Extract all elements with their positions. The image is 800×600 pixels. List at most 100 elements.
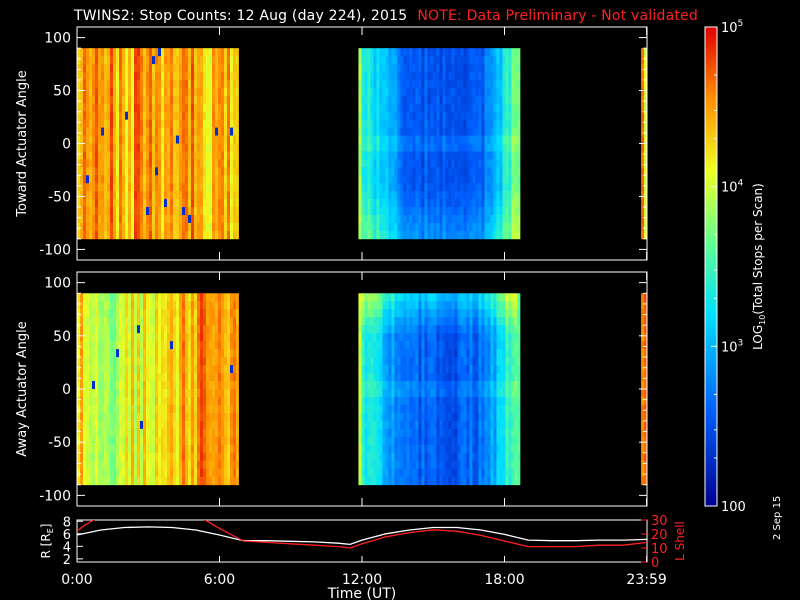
heatmap-cell-toward — [200, 199, 204, 208]
heatmap-cell-away — [403, 301, 407, 310]
heatmap-cell-toward — [203, 143, 207, 152]
heatmap-cell-away — [230, 476, 234, 486]
heatmap-cell-away — [364, 476, 368, 486]
heatmap-cell-away — [77, 309, 81, 318]
heatmap-cell-toward — [442, 111, 446, 121]
heatmap-cell-away — [137, 341, 141, 350]
heatmap-cell-toward — [421, 127, 425, 136]
heatmap-cell-away — [412, 325, 416, 334]
heatmap-cell-toward — [89, 72, 93, 81]
heatmap-cell-away — [95, 341, 99, 350]
heatmap-cell-toward — [170, 56, 174, 65]
heatmap-cell-toward — [152, 79, 156, 89]
heatmap-cell-toward — [161, 48, 165, 57]
heatmap-cell-toward — [101, 207, 105, 216]
heatmap-cell-toward — [98, 103, 102, 113]
heatmap-cell-away — [466, 373, 470, 382]
heatmap-cell-toward — [179, 207, 183, 216]
heatmap-cell-away — [125, 333, 129, 342]
heatmap-cell-away — [116, 396, 120, 406]
heatmap-cell-away — [179, 381, 183, 390]
heatmap-cell-away — [469, 436, 473, 446]
heatmap-cell-away — [403, 325, 407, 334]
heatmap-cell-away — [409, 460, 413, 470]
heatmap-cell-away — [194, 309, 198, 318]
heatmap-cell-away — [385, 460, 389, 470]
heatmap-cell-toward — [364, 111, 368, 121]
heatmap-cell-toward — [391, 72, 395, 81]
heatmap-cell-toward — [131, 143, 135, 152]
heatmap-cell-toward — [173, 167, 177, 176]
heatmap-cell-toward — [644, 119, 648, 129]
heatmap-cell-away — [200, 293, 204, 302]
heatmap-cell-toward — [134, 151, 138, 160]
heatmap-cell-toward — [215, 72, 219, 81]
heatmap-cell-toward — [388, 119, 392, 129]
heatmap-cell-away — [176, 365, 180, 374]
heatmap-cell-toward — [155, 151, 159, 160]
heatmap-cell-away — [200, 349, 204, 358]
heatmap-cell-toward — [140, 159, 144, 168]
heatmap-cell-toward — [176, 64, 180, 73]
heatmap-cell-away — [406, 389, 410, 398]
heatmap-cell-toward — [230, 143, 234, 152]
heatmap-cell-toward — [388, 135, 392, 144]
heatmap-cell-toward — [119, 151, 123, 160]
heatmap-cell-away — [364, 460, 368, 470]
heatmap-cell-away — [403, 317, 407, 326]
heatmap-cell-away — [86, 381, 90, 390]
heatmap-cell-toward — [146, 199, 150, 208]
heatmap-cell-toward — [388, 159, 392, 168]
heatmap-cell-away — [460, 381, 464, 390]
heatmap-cell-toward — [92, 127, 96, 136]
heatmap-cell-toward — [376, 87, 380, 97]
heatmap-cell-toward — [358, 79, 362, 89]
heatmap-cell-toward — [95, 64, 99, 73]
heatmap-cell-toward — [499, 222, 503, 232]
heatmap-cell-away — [110, 396, 114, 406]
heatmap-cell-toward — [146, 214, 150, 224]
heatmap-cell-away — [212, 396, 216, 406]
heatmap-cell-away — [373, 309, 377, 318]
heatmap-cell-toward — [221, 79, 225, 89]
heatmap-cell-toward — [517, 72, 521, 81]
heatmap-cell-away — [418, 428, 422, 438]
heatmap-cell-away — [215, 357, 219, 366]
heatmap-cell-away — [424, 373, 428, 382]
heatmap-cell-away — [451, 333, 455, 342]
heatmap-cell-away — [80, 468, 84, 478]
heatmap-cell-away — [397, 373, 401, 382]
heatmap-cell-away — [146, 333, 150, 342]
heatmap-cell-away — [83, 381, 87, 390]
heatmap-cell-away — [358, 412, 362, 422]
heatmap-cell-toward — [490, 64, 494, 73]
heatmap-cell-away — [107, 428, 111, 438]
heatmap-cell-toward — [418, 56, 422, 65]
heatmap-cell-toward — [104, 183, 108, 192]
heatmap-cell-away — [236, 476, 239, 486]
heatmap-cell-toward — [403, 222, 407, 232]
heatmap-cell-away — [161, 436, 165, 446]
heatmap-cell-away — [95, 365, 99, 374]
heatmap-cell-away — [361, 404, 365, 414]
heatmap-cell-toward — [644, 48, 648, 57]
heatmap-cell-toward — [433, 127, 437, 136]
heatmap-cell-toward — [137, 167, 141, 176]
heatmap-cell-toward — [140, 111, 144, 121]
heatmap-cell-away — [173, 476, 177, 486]
heatmap-cell-away — [155, 476, 159, 486]
heatmap-cell-toward — [143, 175, 147, 184]
heatmap-cell-toward — [113, 48, 117, 57]
heatmap-cell-toward — [104, 111, 108, 121]
heatmap-cell-away — [409, 293, 413, 302]
heatmap-cell-toward — [454, 191, 458, 200]
heatmap-cell-toward — [137, 135, 141, 144]
heatmap-cell-away — [227, 333, 231, 342]
heatmap-cell-toward — [451, 87, 455, 97]
heatmap-cell-toward — [116, 72, 120, 81]
heatmap-cell-toward — [505, 103, 509, 113]
heatmap-cell-toward — [194, 222, 198, 232]
heatmap-cell-toward — [227, 135, 231, 144]
heatmap-cell-away — [92, 357, 96, 366]
heatmap-cell-away — [475, 341, 479, 350]
